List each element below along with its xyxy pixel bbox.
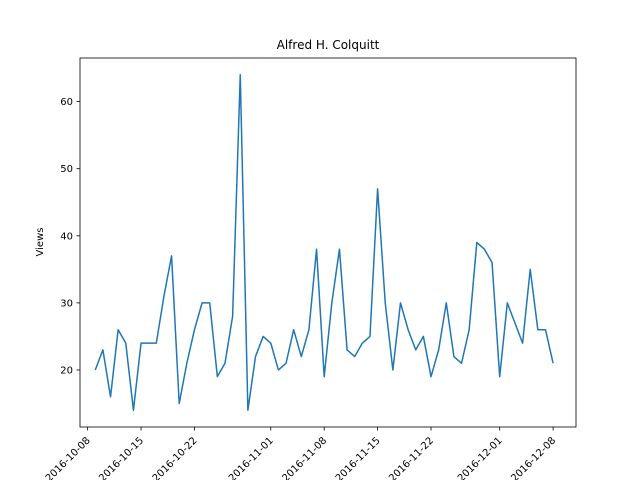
y-axis-label: Views: [35, 228, 46, 257]
axes-frame: [79, 57, 577, 428]
chart-title: Alfred H. Colquitt: [277, 38, 380, 52]
y-tick-label: 20: [60, 365, 73, 376]
y-tick-label: 60: [60, 97, 73, 108]
y-tick-label: 40: [60, 231, 73, 242]
y-tick-label: 30: [60, 298, 73, 309]
y-tick-label: 50: [60, 164, 73, 175]
series-line-0: [94, 74, 554, 411]
